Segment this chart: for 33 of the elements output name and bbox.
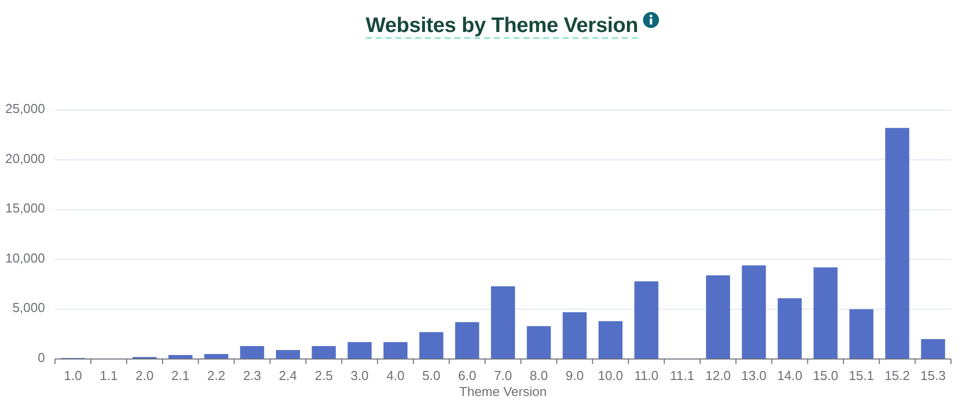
x-tick-label: 1.1 — [100, 368, 118, 383]
x-tick-label: 2.3 — [243, 368, 262, 383]
x-tick-label: 5.0 — [422, 368, 440, 383]
x-tick-label: 15.3 — [920, 368, 946, 383]
x-tick-label: 15.2 — [884, 368, 910, 383]
x-tick-label: 7.0 — [494, 368, 512, 383]
x-tick-label: 2.1 — [171, 368, 190, 383]
x-tick-label: 1.0 — [64, 368, 82, 383]
x-tick-label: 2.4 — [278, 368, 297, 383]
x-tick-label: 6.0 — [458, 368, 476, 383]
y-tick-label: 15,000 — [5, 201, 45, 216]
y-tick-label: 20,000 — [5, 151, 45, 166]
x-tick-label: 14.0 — [777, 368, 802, 383]
x-tick-label: 2.2 — [207, 368, 226, 383]
x-tick-label: 11.1 — [670, 368, 694, 383]
y-tick-label: 0 — [38, 350, 45, 366]
x-tick-label: 11.0 — [634, 368, 659, 383]
x-tick-label: 3.0 — [350, 368, 369, 383]
x-tick-label: 10.0 — [598, 368, 624, 383]
x-tick-label: 2.0 — [136, 368, 154, 383]
x-tick-label: 4.0 — [386, 368, 405, 383]
x-tick-label: 13.0 — [741, 368, 767, 383]
x-tick-label: 2.5 — [314, 368, 333, 383]
y-tick-label: 5,000 — [12, 300, 45, 316]
x-tick-label: 9.0 — [566, 368, 584, 383]
x-tick-label: 8.0 — [530, 368, 548, 383]
x-tick-label: 15.0 — [812, 368, 838, 383]
x-tick-label: 12.0 — [705, 368, 731, 383]
x-tick-label: 15.1 — [848, 368, 874, 383]
chart-title: Websites by Theme Version — [366, 13, 638, 39]
y-tick-label: 10,000 — [5, 250, 45, 266]
y-tick-label: 25,000 — [5, 101, 45, 116]
x-axis-title: Theme Version — [459, 384, 547, 399]
